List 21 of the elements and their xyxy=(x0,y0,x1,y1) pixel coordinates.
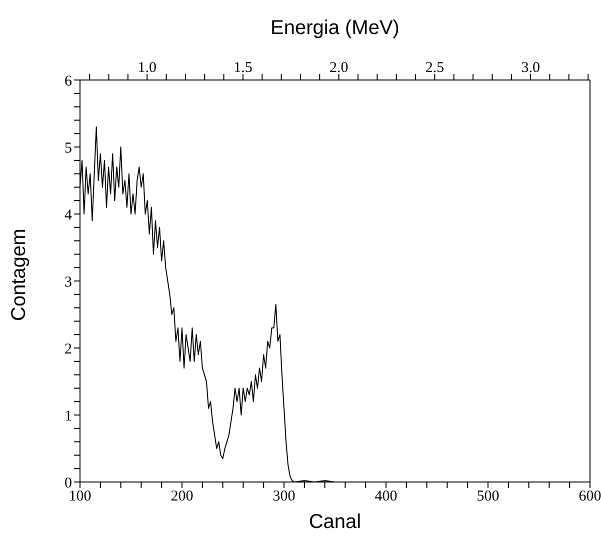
x2-axis-title: Energia (MeV) xyxy=(270,17,400,40)
x-tick-label: 100 xyxy=(68,488,92,505)
x-tick-label: 300 xyxy=(272,488,296,505)
x2-tick-label: 1.0 xyxy=(138,60,156,76)
x2-tick-label: 2.0 xyxy=(329,60,348,76)
y-tick-label: 6 xyxy=(64,73,72,90)
x2-tick-label: 3.0 xyxy=(521,60,540,76)
y-tick-label: 5 xyxy=(64,140,72,156)
x-tick-label: 200 xyxy=(170,488,194,505)
x-tick-label: 500 xyxy=(476,488,500,505)
x-tick-label: 600 xyxy=(578,488,601,505)
x-axis-title: Canal xyxy=(308,511,362,533)
x2-tick-label: 2.5 xyxy=(425,60,444,76)
y-tick-label: 4 xyxy=(64,207,72,224)
y-tick-label: 3 xyxy=(64,274,72,290)
x-tick-label: 400 xyxy=(374,488,398,505)
y-tick-label: 0 xyxy=(64,475,72,492)
y-axis-title: Contagem xyxy=(8,228,30,321)
y-tick-label: 1 xyxy=(64,408,72,424)
y-tick-label: 2 xyxy=(64,341,72,358)
x2-tick-label: 1.5 xyxy=(234,60,252,76)
